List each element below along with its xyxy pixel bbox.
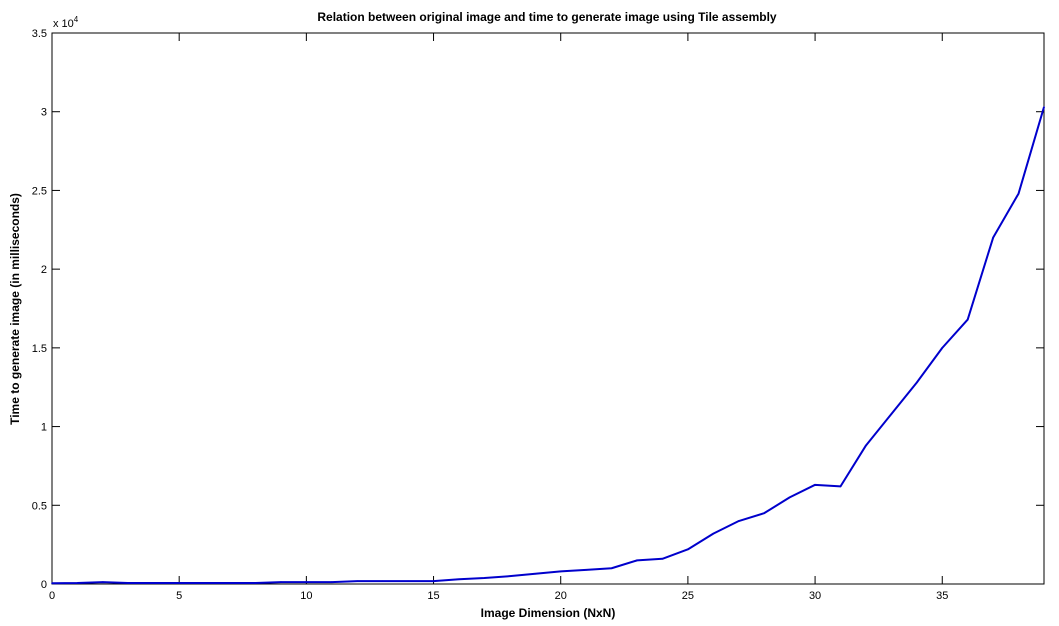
- y-axis-label: Time to generate image (in milliseconds): [8, 193, 22, 425]
- x-tick-label: 5: [176, 590, 182, 602]
- x-tick-label: 30: [809, 590, 821, 602]
- plot-area: 0 5 10 15 20 25 30 35 0 0.5 1 1.5 2 2.5 3 3.5: [32, 28, 1045, 602]
- data-point: [941, 347, 944, 349]
- x-tick-label: 25: [682, 590, 694, 602]
- data-point: [890, 413, 893, 415]
- data-point: [992, 236, 994, 239]
- data-point: [152, 582, 155, 584]
- data-point: [432, 580, 435, 582]
- series-layer: [51, 106, 1045, 585]
- y-tick-label: 0.5: [32, 500, 47, 512]
- x-tick-label: 10: [300, 590, 312, 602]
- series-line: [51, 106, 1045, 585]
- data-point: [51, 582, 53, 585]
- x-tick-label: 15: [427, 590, 439, 602]
- data-point: [381, 580, 384, 582]
- y-tick-label: 2.5: [32, 185, 47, 197]
- data-point: [178, 582, 180, 584]
- data-point: [102, 581, 104, 583]
- y-tick-label: 0: [41, 579, 47, 591]
- x-tick-label: 35: [936, 590, 948, 602]
- data-point: [839, 485, 842, 488]
- data-point: [737, 520, 740, 522]
- chart-title: Relation between original image and time…: [317, 10, 777, 24]
- data-point: [661, 558, 664, 560]
- data-point: [814, 484, 816, 486]
- data-point: [712, 532, 715, 535]
- y-tick-label: 3: [41, 107, 47, 119]
- data-point: [203, 582, 206, 584]
- x-tick-label: 20: [555, 590, 567, 602]
- data-point: [356, 580, 359, 582]
- data-point: [559, 570, 562, 573]
- data-point: [1043, 106, 1045, 108]
- data-point: [636, 559, 638, 562]
- data-point: [763, 512, 766, 514]
- x-axis-label: Image Dimension (NxN): [481, 606, 616, 620]
- axes-box: [51, 32, 1045, 585]
- data-point: [458, 578, 460, 581]
- data-point: [610, 567, 613, 570]
- data-point: [916, 381, 918, 384]
- data-point: [483, 577, 486, 579]
- y-tick-label: 1: [41, 422, 47, 434]
- data-point: [330, 581, 333, 583]
- data-point: [407, 580, 409, 582]
- data-point: [76, 582, 79, 584]
- data-point: [534, 572, 537, 575]
- axis-ticks: 0 5 10 15 20 25 30 35 0 0.5 1 1.5 2 2.5 3 3.5: [32, 28, 1044, 602]
- y-exponent-label: x 104: [53, 15, 79, 30]
- data-point: [509, 575, 511, 577]
- data-point: [280, 581, 282, 583]
- y-tick-label: 1.5: [32, 343, 47, 355]
- data-point: [305, 581, 308, 583]
- data-point: [585, 569, 587, 571]
- x-tick-label: 0: [49, 590, 55, 602]
- y-tick-label: 2: [41, 264, 47, 276]
- data-point: [229, 582, 231, 584]
- data-point: [1017, 192, 1020, 195]
- y-tick-label: 3.5: [32, 28, 47, 40]
- data-point: [966, 318, 969, 321]
- data-point: [865, 444, 867, 447]
- data-point: [254, 582, 257, 584]
- data-point: [687, 548, 689, 551]
- data-point: [788, 496, 791, 499]
- data-point: [127, 582, 130, 584]
